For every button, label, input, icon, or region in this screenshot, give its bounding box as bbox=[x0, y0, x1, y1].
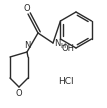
Text: N: N bbox=[54, 38, 60, 48]
Text: O: O bbox=[16, 89, 22, 98]
Text: O: O bbox=[24, 4, 30, 13]
Text: OH: OH bbox=[61, 44, 74, 53]
Text: N: N bbox=[24, 41, 30, 50]
Text: HCl: HCl bbox=[58, 78, 74, 87]
Text: H: H bbox=[60, 43, 65, 49]
